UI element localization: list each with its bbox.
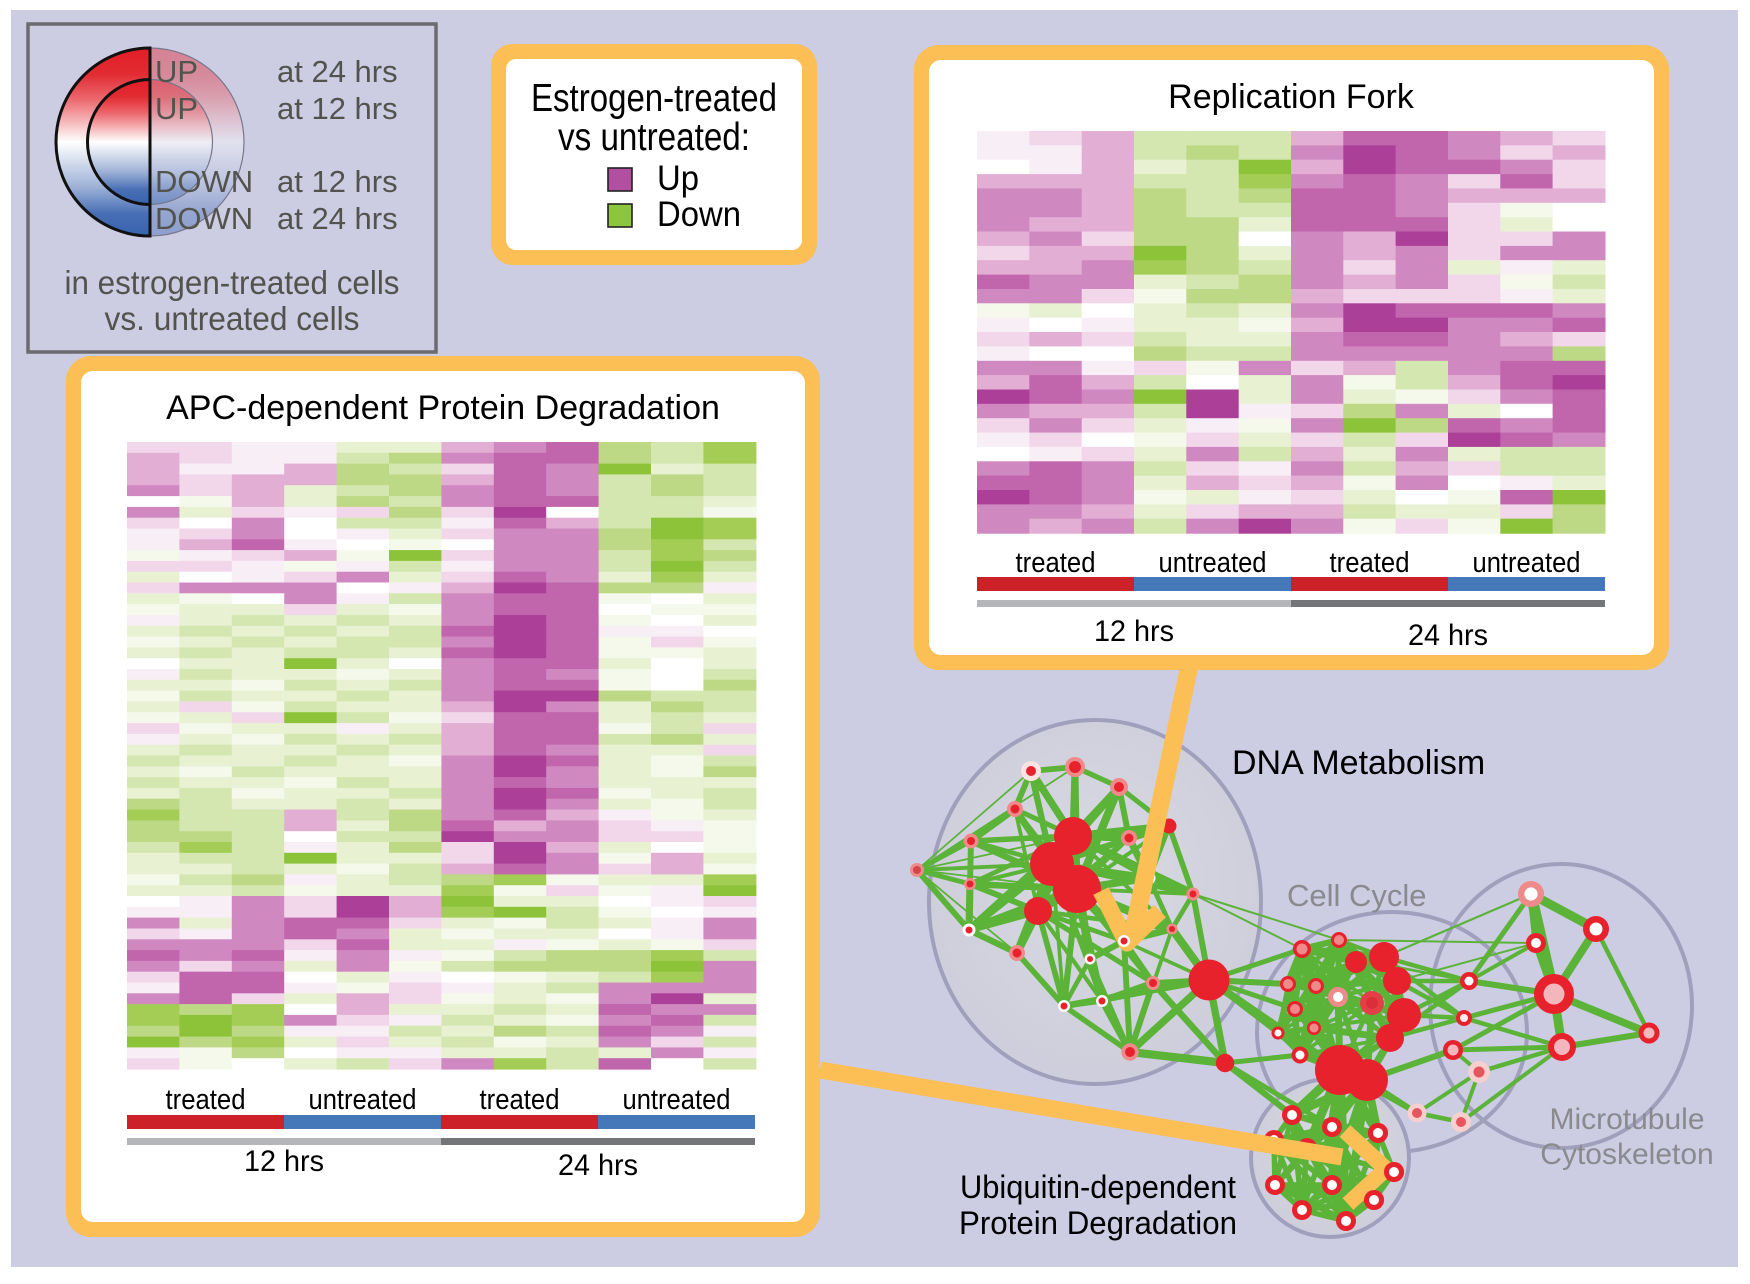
svg-text:UP: UP	[155, 91, 198, 126]
svg-text:DOWN: DOWN	[155, 201, 253, 236]
svg-text:at 24 hrs: at 24 hrs	[277, 201, 398, 236]
svg-text:at 24 hrs: at 24 hrs	[277, 54, 398, 89]
svg-text:treated: treated	[166, 1084, 246, 1116]
svg-text:Up: Up	[657, 159, 699, 198]
svg-text:untreated: untreated	[623, 1084, 731, 1116]
svg-text:vs. untreated cells: vs. untreated cells	[105, 300, 360, 337]
svg-text:vs untreated:: vs untreated:	[558, 116, 750, 159]
svg-text:treated: treated	[480, 1084, 560, 1116]
svg-text:DNA Metabolism: DNA Metabolism	[1232, 744, 1485, 782]
svg-text:treated: treated	[1330, 547, 1410, 579]
svg-text:Cell Cycle: Cell Cycle	[1287, 878, 1427, 913]
svg-text:Protein Degradation: Protein Degradation	[959, 1205, 1237, 1241]
svg-text:at 12 hrs: at 12 hrs	[277, 91, 398, 126]
svg-text:Replication Fork: Replication Fork	[1168, 78, 1415, 116]
svg-text:12 hrs: 12 hrs	[244, 1145, 324, 1178]
svg-text:Cytoskeleton: Cytoskeleton	[1540, 1138, 1713, 1171]
svg-text:Down: Down	[657, 195, 741, 234]
svg-text:24 hrs: 24 hrs	[558, 1149, 638, 1182]
svg-text:in estrogen-treated cells: in estrogen-treated cells	[65, 264, 400, 301]
svg-text:Estrogen-treated: Estrogen-treated	[531, 77, 777, 120]
svg-text:treated: treated	[1016, 547, 1096, 579]
svg-text:untreated: untreated	[1473, 547, 1581, 579]
svg-text:24 hrs: 24 hrs	[1408, 619, 1488, 652]
svg-text:APC-dependent Protein Degradat: APC-dependent Protein Degradation	[166, 389, 720, 427]
svg-text:Microtubule: Microtubule	[1549, 1103, 1704, 1136]
svg-text:untreated: untreated	[309, 1084, 417, 1116]
svg-text:DOWN: DOWN	[155, 164, 253, 199]
svg-text:UP: UP	[155, 54, 198, 89]
svg-text:at 12 hrs: at 12 hrs	[277, 164, 398, 199]
svg-text:12 hrs: 12 hrs	[1094, 615, 1174, 648]
svg-text:Ubiquitin-dependent: Ubiquitin-dependent	[960, 1169, 1236, 1205]
svg-text:untreated: untreated	[1159, 547, 1267, 579]
